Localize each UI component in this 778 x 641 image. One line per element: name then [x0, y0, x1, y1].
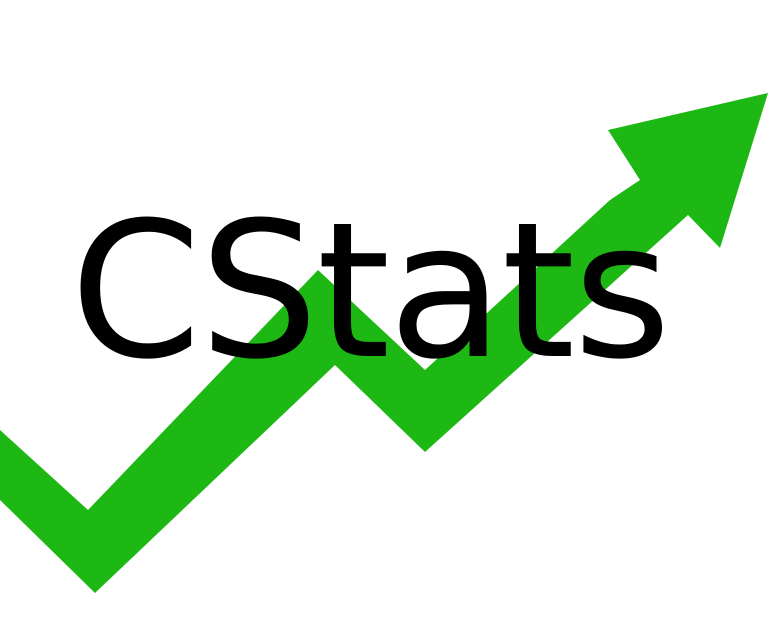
logo-wordmark: CStats [70, 182, 671, 401]
arrow-shape [0, 93, 768, 593]
